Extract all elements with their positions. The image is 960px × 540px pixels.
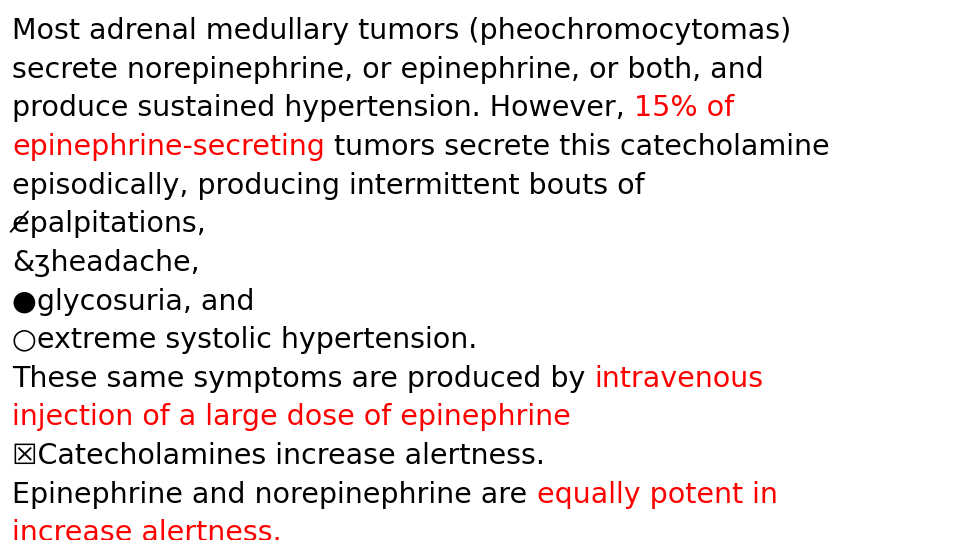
Text: ☒Catecholamines increase alertness.: ☒Catecholamines increase alertness. — [12, 442, 545, 470]
Text: 15% of: 15% of — [635, 94, 734, 123]
Text: injection of a large dose of epinephrine: injection of a large dose of epinephrine — [12, 403, 571, 431]
Text: intravenous: intravenous — [595, 365, 764, 393]
Text: episodically, producing intermittent bouts of: episodically, producing intermittent bou… — [12, 172, 645, 200]
Text: ○extreme systolic hypertension.: ○extreme systolic hypertension. — [12, 326, 478, 354]
Text: equally potent in: equally potent in — [537, 481, 778, 509]
Text: tumors secrete this catecholamine: tumors secrete this catecholamine — [325, 133, 830, 161]
Text: secrete norepinephrine, or epinephrine, or both, and: secrete norepinephrine, or epinephrine, … — [12, 56, 764, 84]
Text: e̸palpitations,: e̸palpitations, — [12, 210, 206, 238]
Text: &ʒheadache,: &ʒheadache, — [12, 249, 200, 277]
Text: increase alertness.: increase alertness. — [12, 519, 282, 540]
Text: Epinephrine and norepinephrine are: Epinephrine and norepinephrine are — [12, 481, 537, 509]
Text: produce sustained hypertension. However,: produce sustained hypertension. However, — [12, 94, 635, 123]
Text: ●glycosuria, and: ●glycosuria, and — [12, 287, 255, 315]
Text: Most adrenal medullary tumors (pheochromocytomas): Most adrenal medullary tumors (pheochrom… — [12, 17, 792, 45]
Text: These same symptoms are produced by: These same symptoms are produced by — [12, 365, 595, 393]
Text: epinephrine-secreting: epinephrine-secreting — [12, 133, 325, 161]
